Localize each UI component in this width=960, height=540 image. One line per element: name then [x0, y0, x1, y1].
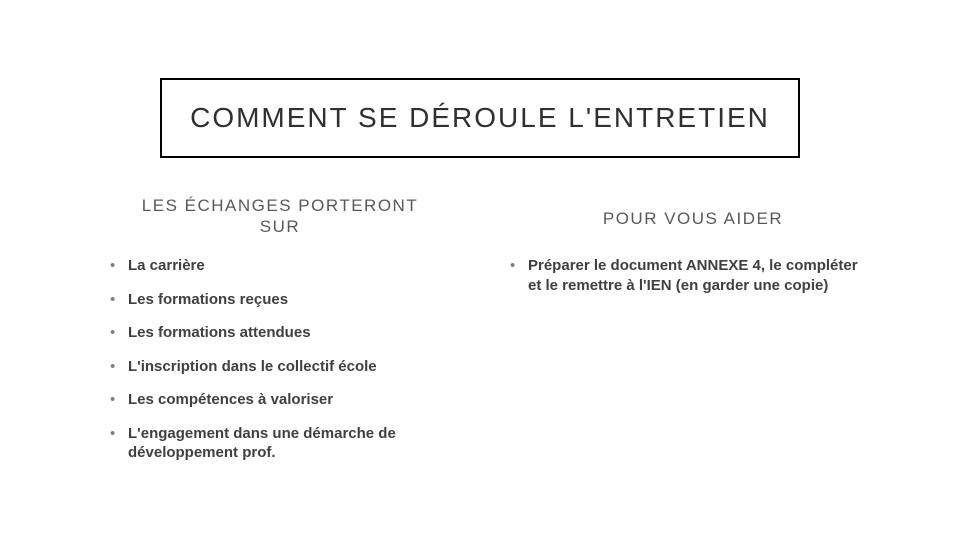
list-item: Les formations attendues	[110, 323, 450, 343]
right-list: Préparer le document ANNEXE 4, le complé…	[510, 256, 870, 309]
list-item: Préparer le document ANNEXE 4, le complé…	[510, 256, 870, 295]
slide: COMMENT SE DÉROULE L'ENTRETIEN LES ÉCHAN…	[0, 0, 960, 540]
list-item: L'inscription dans le collectif école	[110, 357, 450, 377]
right-subheading-text: POUR VOUS AIDER	[603, 209, 783, 228]
title-box: COMMENT SE DÉROULE L'ENTRETIEN	[160, 78, 800, 158]
slide-title: COMMENT SE DÉROULE L'ENTRETIEN	[190, 102, 770, 134]
left-list: La carrière Les formations reçues Les fo…	[110, 256, 450, 477]
list-item: Les compétences à valoriser	[110, 390, 450, 410]
left-subheading: LES ÉCHANGES PORTERONT SUR	[135, 195, 425, 238]
list-item: Les formations reçues	[110, 290, 450, 310]
right-subheading: POUR VOUS AIDER	[548, 208, 838, 229]
list-item: La carrière	[110, 256, 450, 276]
left-subheading-line2: SUR	[260, 217, 300, 236]
list-item: L'engagement dans une démarche de dévelo…	[110, 424, 450, 463]
left-subheading-line1: LES ÉCHANGES PORTERONT	[142, 196, 418, 215]
